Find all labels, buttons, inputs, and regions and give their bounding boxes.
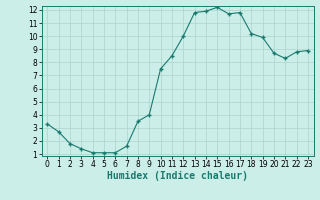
X-axis label: Humidex (Indice chaleur): Humidex (Indice chaleur): [107, 171, 248, 181]
